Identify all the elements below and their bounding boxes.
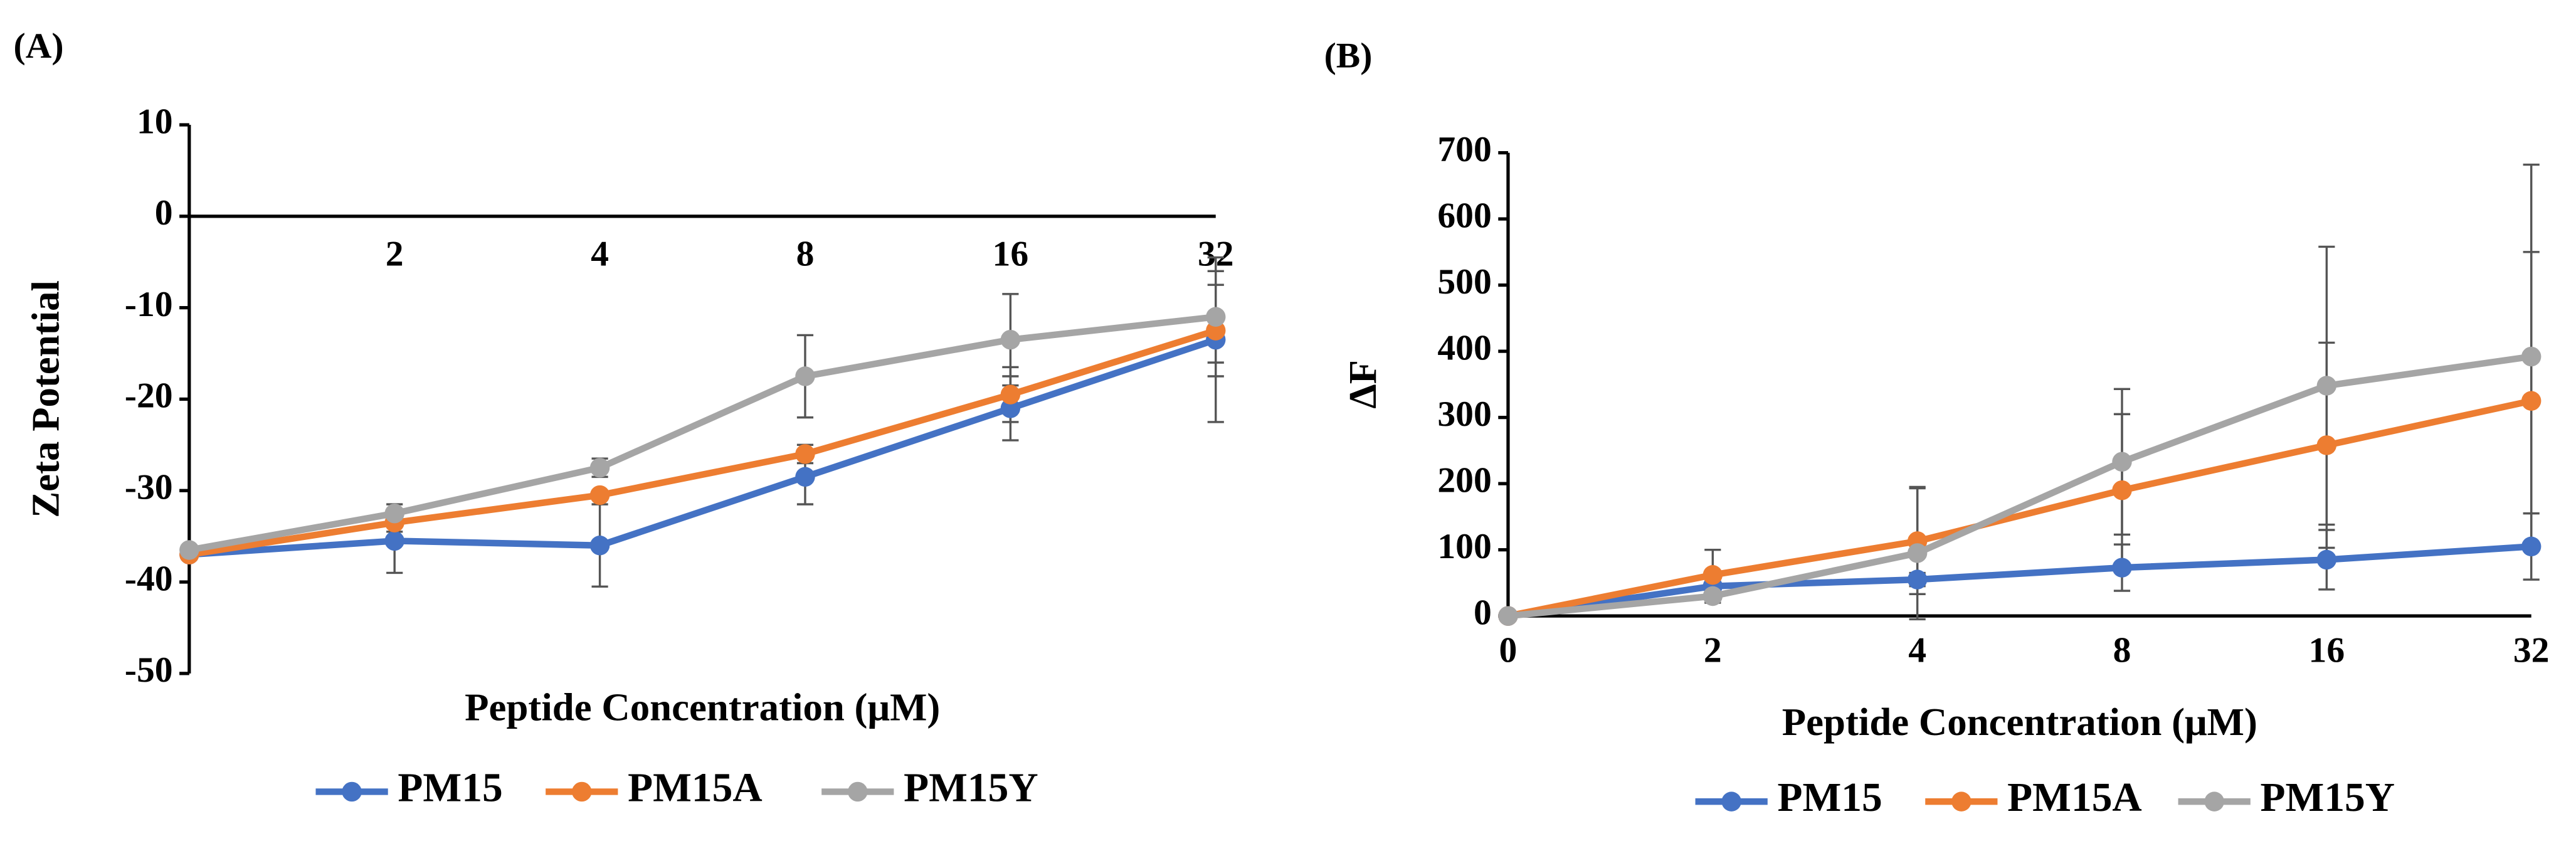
y-tick-label: 200 <box>1437 460 1491 500</box>
data-point <box>1000 398 1021 418</box>
legend-marker <box>572 781 592 802</box>
y-tick-label: -40 <box>125 559 173 598</box>
data-point <box>2316 435 2337 455</box>
y-tick-label: 300 <box>1437 394 1491 434</box>
x-tick-label: 2 <box>386 235 404 274</box>
y-tick-label: 0 <box>1474 593 1492 632</box>
x-tick-label: 2 <box>1704 631 1722 670</box>
data-point <box>1000 329 1021 350</box>
y-tick-label: 600 <box>1437 196 1491 235</box>
data-point <box>2112 452 2132 472</box>
panel-label: (B) <box>1324 36 1373 76</box>
x-tick-label: 0 <box>1499 631 1518 670</box>
x-tick-label: 32 <box>2513 631 2550 670</box>
legend-label: PM15A <box>2007 775 2142 820</box>
data-point <box>2112 480 2132 500</box>
data-point <box>795 467 815 487</box>
y-tick-label: -50 <box>125 650 173 690</box>
legend-label: PM15 <box>398 765 502 810</box>
legend-marker <box>342 781 362 802</box>
data-point <box>2521 536 2542 557</box>
data-point <box>1907 543 1928 563</box>
series-line <box>1507 398 2532 620</box>
series-line <box>1507 353 2532 620</box>
series-line <box>1507 543 2532 620</box>
legend-label: PM15Y <box>2261 775 2395 820</box>
legend-label: PM15Y <box>904 765 1038 810</box>
y-tick-label: -10 <box>125 285 173 324</box>
series-line <box>188 314 1217 554</box>
data-point <box>589 536 610 556</box>
legend-label: PM15A <box>628 765 763 810</box>
data-point <box>1907 569 1928 590</box>
data-point <box>1702 586 1723 606</box>
y-tick-label: 0 <box>155 193 173 233</box>
x-axis-title: Peptide Concentration (μM) <box>465 685 940 729</box>
data-point <box>589 485 610 505</box>
x-tick-label: 4 <box>591 235 609 274</box>
x-tick-label: 16 <box>2309 631 2345 670</box>
x-tick-label: 8 <box>2113 631 2131 670</box>
legend-label: PM15 <box>1778 775 1882 820</box>
data-point <box>384 531 404 551</box>
y-axis-title: ΔF <box>1341 360 1385 409</box>
y-axis-title: Zeta Potential <box>24 280 68 518</box>
data-point <box>384 503 404 524</box>
y-tick-label: -30 <box>125 467 173 507</box>
legend-marker <box>2204 791 2224 812</box>
y-tick-label: 10 <box>137 102 173 141</box>
data-point <box>795 444 815 464</box>
y-tick-label: 500 <box>1437 262 1491 302</box>
legend-marker <box>848 781 868 802</box>
data-point <box>795 366 815 386</box>
data-point <box>1498 606 1518 626</box>
x-tick-label: 4 <box>1908 631 1926 670</box>
data-point <box>2521 391 2542 411</box>
data-point <box>1206 307 1226 327</box>
panel-label: (A) <box>14 26 64 66</box>
y-tick-label: 400 <box>1437 328 1491 368</box>
data-point <box>1702 565 1723 585</box>
x-axis-title: Peptide Concentration (μM) <box>1782 700 2257 744</box>
data-point <box>2112 558 2132 578</box>
series-line <box>189 336 1217 558</box>
legend-marker <box>1721 791 1741 812</box>
data-point <box>1000 384 1021 405</box>
y-tick-label: 700 <box>1437 130 1491 169</box>
data-point <box>2316 376 2337 396</box>
x-tick-label: 8 <box>796 235 815 274</box>
data-point <box>2316 549 2337 570</box>
legend-marker <box>1951 791 1972 812</box>
series-line <box>188 327 1217 558</box>
data-point <box>2521 346 2542 367</box>
y-tick-label: 100 <box>1437 527 1491 566</box>
x-tick-label: 16 <box>993 235 1029 274</box>
y-tick-label: -20 <box>125 376 173 416</box>
data-point <box>179 540 199 560</box>
data-point <box>1206 320 1226 341</box>
data-point <box>589 458 610 478</box>
